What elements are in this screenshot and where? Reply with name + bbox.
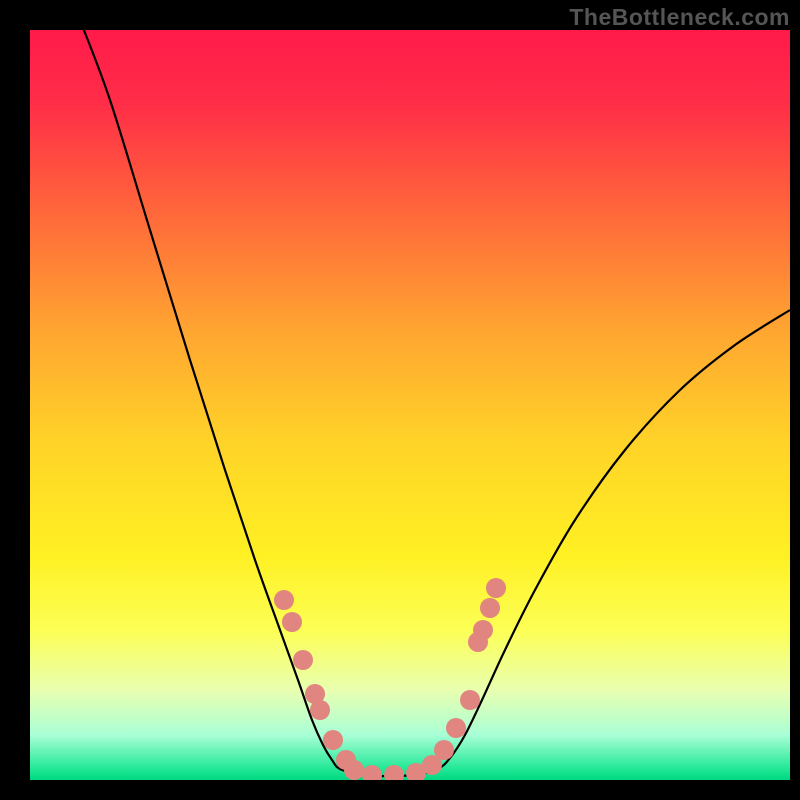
data-marker	[480, 598, 500, 618]
data-marker	[434, 740, 454, 760]
data-marker	[362, 765, 382, 780]
data-marker	[293, 650, 313, 670]
data-marker	[282, 612, 302, 632]
watermark-text: TheBottleneck.com	[569, 4, 790, 31]
data-marker	[274, 590, 294, 610]
data-marker	[344, 760, 364, 780]
data-marker	[473, 620, 493, 640]
data-marker	[460, 690, 480, 710]
data-marker	[486, 578, 506, 598]
bottleneck-curve	[80, 30, 790, 776]
data-marker	[310, 700, 330, 720]
plot-area	[30, 30, 790, 780]
data-marker	[323, 730, 343, 750]
data-marker	[384, 765, 404, 780]
curve-layer	[30, 30, 790, 780]
data-marker	[446, 718, 466, 738]
